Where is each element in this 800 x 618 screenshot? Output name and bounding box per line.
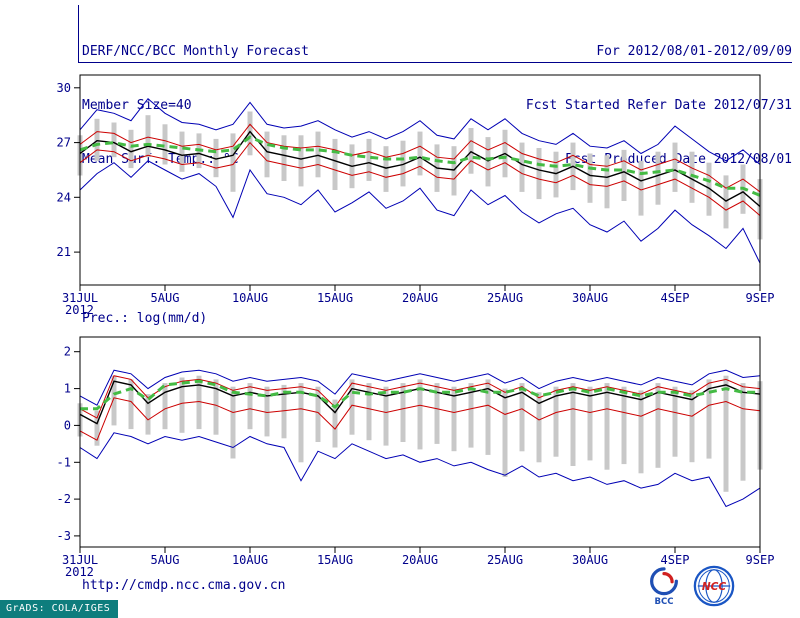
svg-text:4SEP: 4SEP	[661, 291, 690, 305]
svg-text:10AUG: 10AUG	[232, 553, 268, 567]
header-left-border	[78, 5, 79, 63]
svg-text:9SEP: 9SEP	[746, 291, 775, 305]
svg-text:25AUG: 25AUG	[487, 291, 523, 305]
svg-text:-1: -1	[57, 455, 71, 469]
ncc-logo-text: NCC	[702, 581, 727, 593]
svg-text:31JUL: 31JUL	[62, 291, 98, 305]
bcc-swirl-blue-icon	[650, 567, 678, 596]
svg-text:27: 27	[57, 136, 71, 150]
svg-text:5AUG: 5AUG	[151, 291, 180, 305]
ncc-logo: NCC	[693, 565, 735, 607]
forecast-range-label: For 2012/08/01-2012/09/09	[596, 44, 792, 59]
svg-text:5AUG: 5AUG	[151, 553, 180, 567]
svg-text:2: 2	[64, 345, 71, 359]
svg-text:24: 24	[57, 190, 71, 204]
svg-text:15AUG: 15AUG	[317, 553, 353, 567]
svg-text:20AUG: 20AUG	[402, 291, 438, 305]
svg-text:30AUG: 30AUG	[572, 553, 608, 567]
grads-credit: GrADS: COLA/IGES	[0, 600, 119, 618]
precip-panel-title: Prec.: log(mm/d)	[82, 311, 208, 326]
svg-text:2012: 2012	[65, 303, 94, 317]
svg-text:9SEP: 9SEP	[746, 553, 775, 567]
header-underline	[78, 62, 792, 63]
bcc-logo-text: BCC	[654, 597, 673, 606]
svg-text:30AUG: 30AUG	[572, 291, 608, 305]
svg-text:1: 1	[64, 382, 71, 396]
precipitation-chart: -3 -2 -1 0 1 2 31JUL 5AUG 10AUG 15AUG 20AUG 25AUG 30…	[57, 336, 775, 579]
bcc-logo: BCC	[650, 567, 678, 606]
temperature-chart: 21 24 27 30 31JUL 5AUG 10AUG 15AUG 20AUG 25AUG 30A…	[57, 74, 775, 317]
page-title: DERF/NCC/BCC Monthly Forecast	[82, 44, 309, 59]
svg-text:25AUG: 25AUG	[487, 553, 523, 567]
svg-text:20AUG: 20AUG	[402, 553, 438, 567]
svg-text:2012: 2012	[65, 565, 94, 579]
member-size-label: Member Size=40	[82, 98, 192, 113]
svg-text:4SEP: 4SEP	[661, 553, 690, 567]
footer-url: http://cmdp.ncc.cma.gov.cn	[82, 578, 286, 593]
fcst-started-label: Fcst Started Refer Date 2012/07/31	[525, 98, 792, 113]
svg-text:31JUL: 31JUL	[62, 553, 98, 567]
svg-text:21: 21	[57, 245, 71, 259]
bcc-swirl-red-icon	[662, 572, 674, 584]
svg-text:10AUG: 10AUG	[232, 291, 268, 305]
svg-text:-3: -3	[57, 529, 71, 543]
svg-text:30: 30	[57, 81, 71, 95]
svg-text:0: 0	[64, 418, 71, 432]
svg-text:15AUG: 15AUG	[317, 291, 353, 305]
svg-text:-2: -2	[57, 492, 71, 506]
